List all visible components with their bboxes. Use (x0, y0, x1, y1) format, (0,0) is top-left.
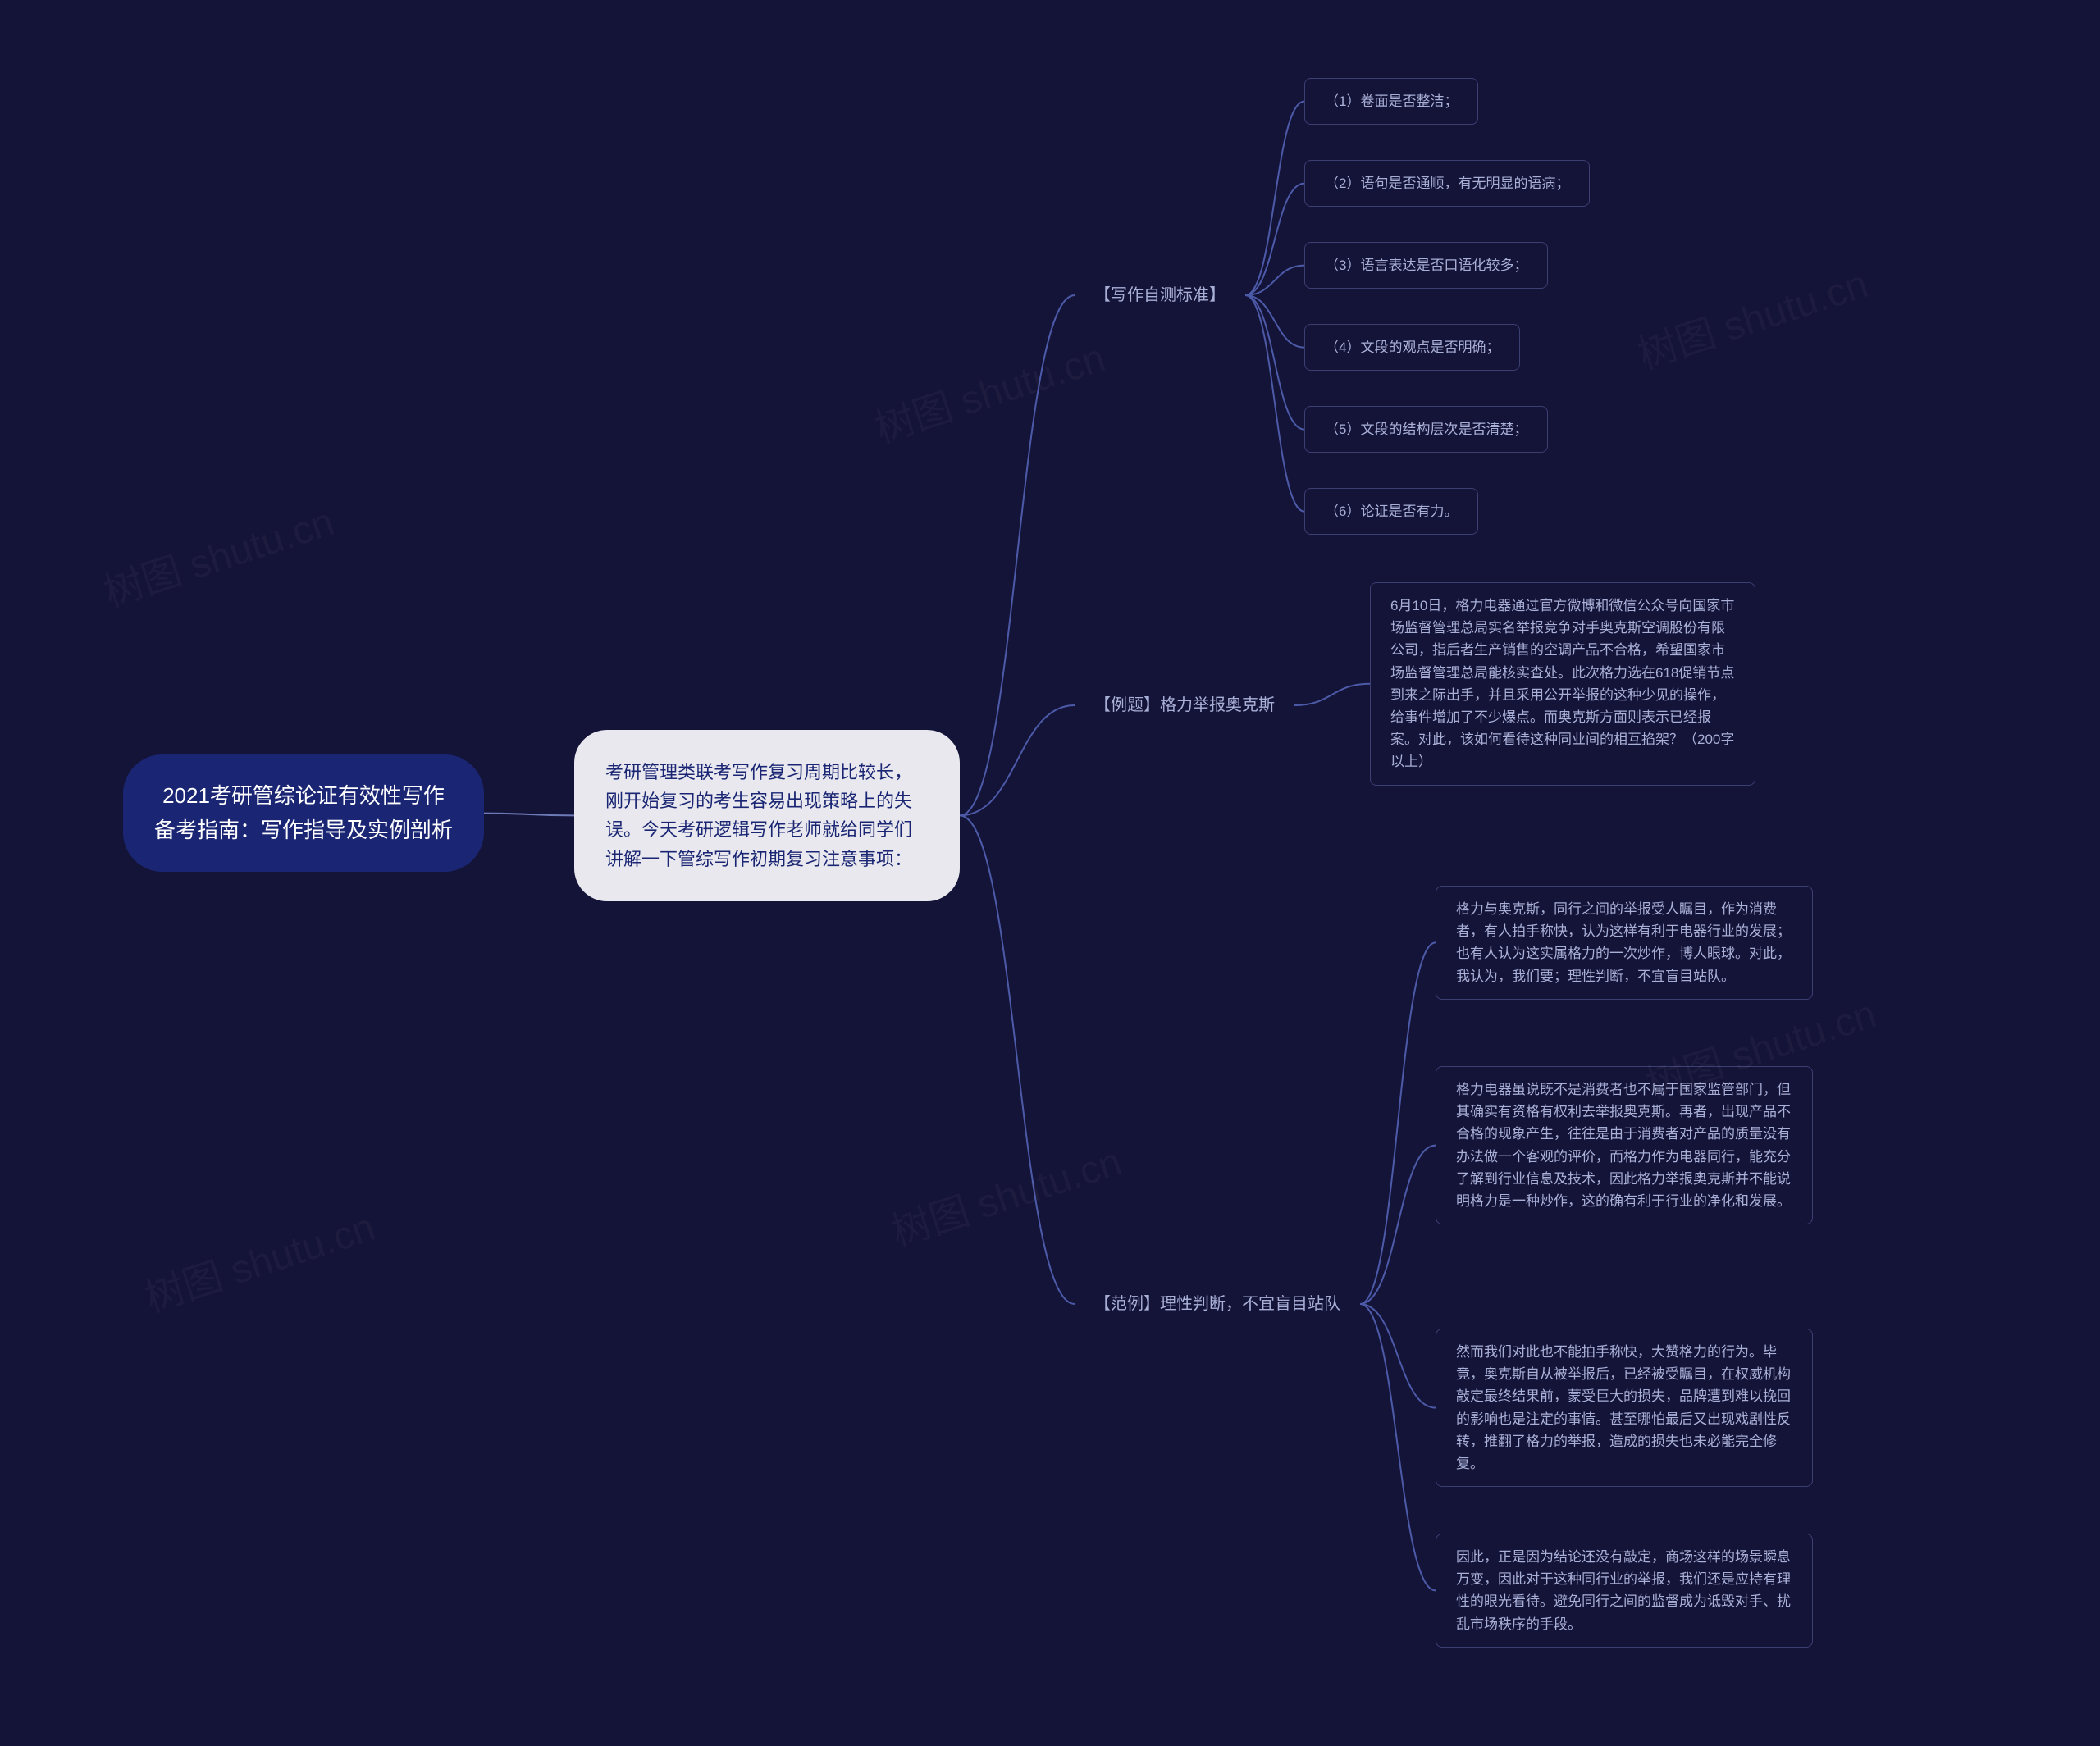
leaf-item: 格力电器虽说既不是消费者也不属于国家监管部门，但其确实有资格有权利去举报奥克斯。… (1436, 1066, 1813, 1224)
section-criteria: 【写作自测标准】 (1075, 271, 1245, 320)
section-label: 【写作自测标准】 (1094, 286, 1226, 304)
section-example: 【例题】格力举报奥克斯 (1075, 681, 1294, 730)
leaf-item: 然而我们对此也不能拍手称快，大赞格力的行为。毕竟，奥克斯自从被举报后，已经被受瞩… (1436, 1329, 1813, 1487)
leaf-item: （6）论证是否有力。 (1304, 488, 1478, 535)
leaf-label: （3）语言表达是否口语化较多； (1325, 258, 1527, 273)
leaf-item: （1）卷面是否整洁； (1304, 78, 1478, 125)
section-model: 【范例】理性判断，不宜盲目站队 (1075, 1279, 1360, 1329)
leaf-item: （4）文段的观点是否明确； (1304, 324, 1520, 371)
leaf-item: （3）语言表达是否口语化较多； (1304, 242, 1548, 289)
leaf-label: （2）语句是否通顺，有无明显的语病； (1325, 176, 1569, 191)
leaf-label: 然而我们对此也不能拍手称快，大赞格力的行为。毕竟，奥克斯自从被举报后，已经被受瞩… (1456, 1344, 1791, 1471)
leaf-label: 因此，正是因为结论还没有敲定，商场这样的场景瞬息万变，因此对于这种同行业的举报，… (1456, 1549, 1791, 1632)
leaf-item: （2）语句是否通顺，有无明显的语病； (1304, 160, 1590, 207)
leaf-item: （5）文段的结构层次是否清楚； (1304, 406, 1548, 453)
root-node: 2021考研管综论证有效性写作备考指南：写作指导及实例剖析 (123, 754, 484, 872)
leaf-label: 格力与奥克斯，同行之间的举报受人瞩目，作为消费者，有人拍手称快，认为这样有利于电… (1456, 901, 1791, 984)
leaf-label: （4）文段的观点是否明确； (1325, 340, 1500, 355)
leaf-label: 格力电器虽说既不是消费者也不属于国家监管部门，但其确实有资格有权利去举报奥克斯。… (1456, 1082, 1791, 1209)
mindmap-canvas: 2021考研管综论证有效性写作备考指南：写作指导及实例剖析 考研管理类联考写作复… (0, 0, 2100, 1746)
leaf-label: （6）论证是否有力。 (1325, 504, 1458, 519)
leaf-item: 格力与奥克斯，同行之间的举报受人瞩目，作为消费者，有人拍手称快，认为这样有利于电… (1436, 886, 1813, 1000)
section-label: 【例题】格力举报奥克斯 (1094, 696, 1275, 714)
intro-node: 考研管理类联考写作复习周期比较长，刚开始复习的考生容易出现策略上的失误。今天考研… (574, 730, 960, 901)
leaf-label: 6月10日，格力电器通过官方微博和微信公众号向国家市场监督管理总局实名举报竞争对… (1390, 598, 1734, 769)
intro-label: 考研管理类联考写作复习周期比较长，刚开始复习的考生容易出现策略上的失误。今天考研… (605, 762, 912, 869)
leaf-item: 因此，正是因为结论还没有敲定，商场这样的场景瞬息万变，因此对于这种同行业的举报，… (1436, 1534, 1813, 1648)
leaf-item: 6月10日，格力电器通过官方微博和微信公众号向国家市场监督管理总局实名举报竞争对… (1370, 582, 1755, 786)
section-label: 【范例】理性判断，不宜盲目站队 (1094, 1295, 1340, 1313)
root-label: 2021考研管综论证有效性写作备考指南：写作指导及实例剖析 (154, 783, 453, 842)
leaf-label: （1）卷面是否整洁； (1325, 93, 1458, 109)
leaf-label: （5）文段的结构层次是否清楚； (1325, 422, 1527, 437)
